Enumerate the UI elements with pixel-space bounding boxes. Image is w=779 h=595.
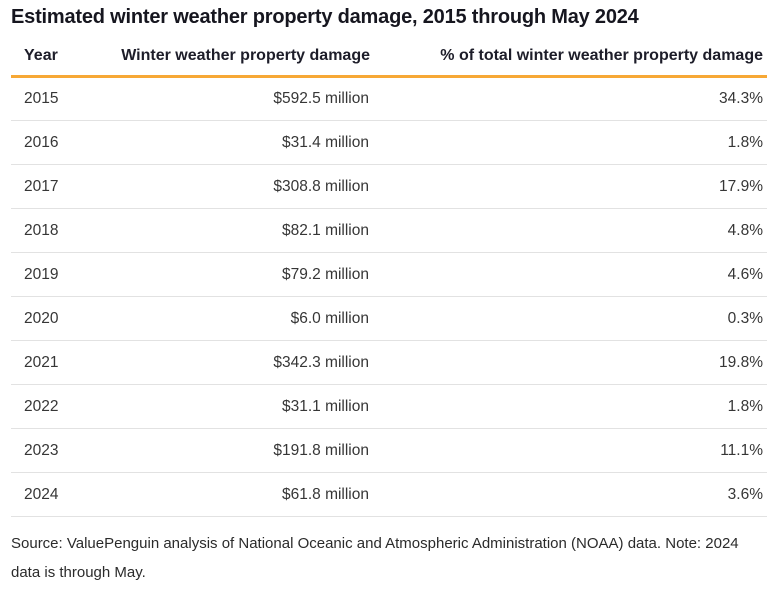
cell-year: 2023 (11, 428, 91, 473)
table-row: 2020 $6.0 million 0.3% (11, 296, 767, 341)
column-header-year: Year (11, 45, 91, 78)
cell-percent: 11.1% (370, 428, 767, 473)
cell-year: 2016 (11, 120, 91, 165)
cell-percent: 1.8% (370, 384, 767, 429)
cell-year: 2019 (11, 252, 91, 297)
cell-damage: $31.1 million (91, 384, 370, 429)
cell-percent: 17.9% (370, 164, 767, 209)
cell-percent: 0.3% (370, 296, 767, 341)
figure-title: Estimated winter weather property damage… (11, 6, 639, 28)
cell-damage: $31.4 million (91, 120, 370, 165)
cell-damage: $82.1 million (91, 208, 370, 253)
table-row: 2023 $191.8 million 11.1% (11, 428, 767, 473)
table-row: 2018 $82.1 million 4.8% (11, 208, 767, 253)
table-row: 2024 $61.8 million 3.6% (11, 472, 767, 517)
cell-damage: $308.8 million (91, 164, 370, 209)
cell-percent: 19.8% (370, 340, 767, 385)
table-header-row: Year Winter weather property damage % of… (11, 45, 767, 78)
cell-percent: 34.3% (370, 76, 767, 121)
cell-percent: 1.8% (370, 120, 767, 165)
table-row: 2015 $592.5 million 34.3% (11, 76, 767, 121)
cell-year: 2020 (11, 296, 91, 341)
cell-year: 2024 (11, 472, 91, 517)
cell-year: 2018 (11, 208, 91, 253)
table-row: 2019 $79.2 million 4.6% (11, 252, 767, 297)
cell-year: 2015 (11, 76, 91, 121)
table-row: 2017 $308.8 million 17.9% (11, 164, 767, 209)
cell-year: 2022 (11, 384, 91, 429)
cell-damage: $191.8 million (91, 428, 370, 473)
column-header-percent: % of total winter weather property damag… (370, 45, 767, 78)
column-header-damage: Winter weather property damage (91, 45, 370, 78)
cell-percent: 4.6% (370, 252, 767, 297)
cell-year: 2021 (11, 340, 91, 385)
cell-damage: $592.5 million (91, 76, 370, 121)
cell-year: 2017 (11, 164, 91, 209)
table-header: Year Winter weather property damage % of… (11, 45, 767, 78)
cell-damage: $61.8 million (91, 472, 370, 517)
table-body: 2015 $592.5 million 34.3% 2016 $31.4 million… (11, 76, 767, 517)
cell-damage: $79.2 million (91, 252, 370, 297)
cell-percent: 3.6% (370, 472, 767, 517)
cell-damage: $342.3 million (91, 340, 370, 385)
table-row: 2016 $31.4 million 1.8% (11, 120, 767, 165)
damage-table: Year Winter weather property damage % of… (11, 45, 767, 517)
cell-percent: 4.8% (370, 208, 767, 253)
table-row: 2021 $342.3 million 19.8% (11, 340, 767, 385)
source-note: Source: ValuePenguin analysis of Nationa… (11, 535, 739, 581)
cell-damage: $6.0 million (91, 296, 370, 341)
table-row: 2022 $31.1 million 1.8% (11, 384, 767, 429)
